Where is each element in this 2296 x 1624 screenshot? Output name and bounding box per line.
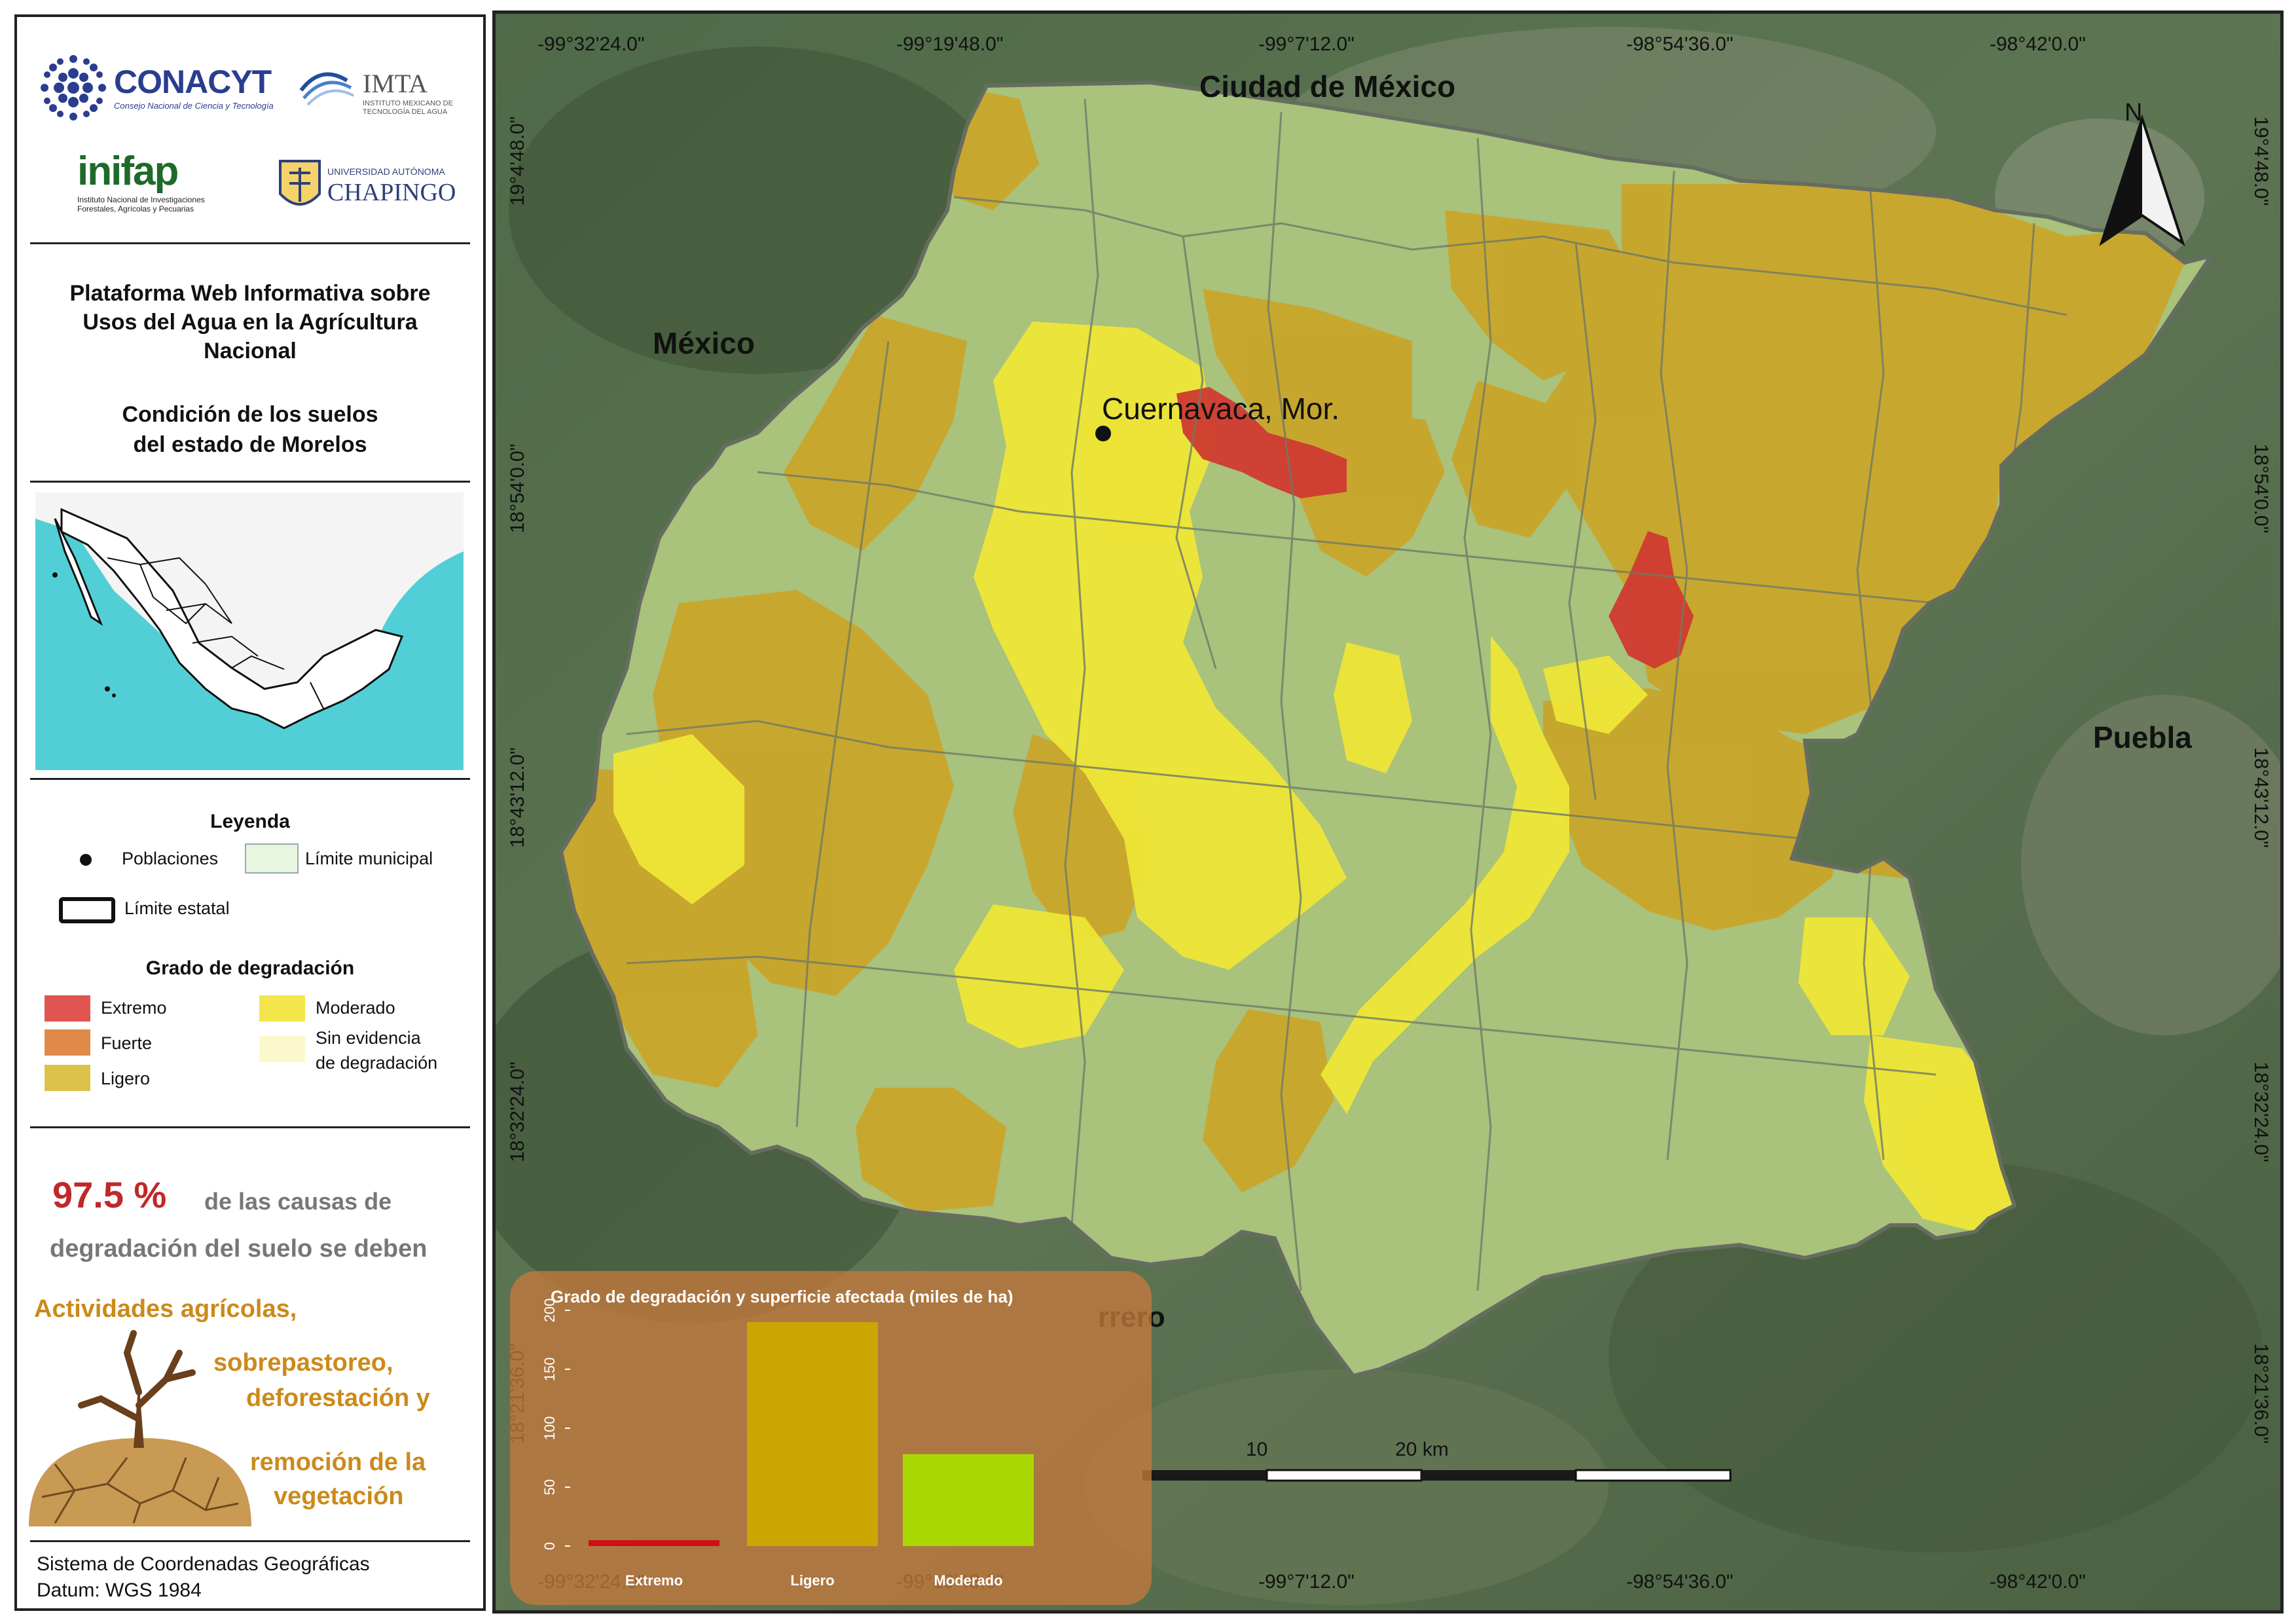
coord-left-1: 19°4'48.0" — [507, 116, 528, 206]
title-line3: Nacional — [204, 339, 297, 363]
label-extremo: Extremo — [101, 998, 167, 1018]
cause-vegetacion: vegetación — [274, 1483, 404, 1510]
y-tick-label: 150 — [541, 1357, 558, 1382]
north-arrow — [2099, 114, 2185, 246]
logos-panel: CONACYT Consejo Nacional de Ciencia y Te… — [25, 43, 483, 240]
municipal-boundary-swatch — [245, 843, 299, 874]
chart-plot: 0 50 100 150 200 Extremo Ligero Moderado — [541, 1299, 1034, 1589]
label-cdmx: Ciudad de México — [1199, 69, 1456, 103]
divider — [30, 242, 470, 244]
cause-agricolas: Actividades agrícolas, — [34, 1295, 297, 1323]
swatch-moderado — [259, 995, 305, 1022]
label-sin-evidencia: Sin evidencia — [316, 1028, 421, 1048]
legend-heading: Leyenda — [210, 811, 290, 832]
coord-bottom-5: -98°42'0.0" — [1990, 1571, 2086, 1593]
map-canvas — [496, 14, 2280, 1610]
x-label-ligero: Ligero — [790, 1572, 834, 1589]
label-sin-evidencia-2: de degradación — [316, 1053, 438, 1073]
y-tick-label: 50 — [541, 1479, 558, 1495]
label-ligero: Ligero — [101, 1069, 151, 1088]
swatch-ligero — [45, 1065, 90, 1091]
crs-line1: Sistema de Coordenadas Geográficas — [37, 1553, 370, 1575]
chart-title: Grado de degradación y superficie afecta… — [551, 1287, 1013, 1306]
imta-name: IMTA — [363, 69, 428, 98]
crs-line2: Datum: WGS 1984 — [37, 1579, 202, 1601]
scale-label-10: 10 — [1246, 1439, 1268, 1460]
chapingo-top: UNIVERSIDAD AUTÓNOMA — [327, 166, 445, 177]
map-subtitle: Condición de los suelos del estado de Mo… — [17, 399, 483, 460]
coord-right-2: 18°54'0.0" — [2250, 443, 2272, 534]
subtitle-line2: del estado de Morelos — [133, 432, 367, 457]
degradation-heading: Grado de degradación — [145, 957, 355, 979]
dry-tree-illustration — [29, 1330, 251, 1526]
inifap-subtitle: Instituto Nacional de Investigaciones Fo… — [77, 195, 205, 213]
conacyt-subtitle: Consejo Nacional de Ciencia y Tecnología — [114, 101, 274, 111]
coord-top-3: -99°7'12.0" — [1258, 33, 1355, 55]
coord-left-4: 18°32'24.0" — [507, 1061, 528, 1162]
coord-bottom-4: -98°54'36.0" — [1626, 1571, 1734, 1593]
cuernavaca-marker — [1095, 426, 1111, 441]
conacyt-name: CONACYT — [114, 64, 272, 100]
imta-subtitle: INSTITUTO MEXICANO DE TECNOLOGÍA DEL AGU… — [363, 100, 453, 116]
scale-label-20: 20 km — [1395, 1439, 1449, 1460]
swatch-extremo — [45, 995, 90, 1022]
inset-chart-panel: Grado de degradación y superficie afecta… — [510, 1271, 1152, 1605]
conacyt-logo — [41, 55, 106, 120]
percent-value: 97.5 % — [52, 1174, 167, 1215]
coord-top-2: -99°19'48.0" — [896, 33, 1004, 55]
bar-moderado — [903, 1454, 1034, 1546]
swatch-sin-evidencia — [259, 1036, 305, 1062]
label-cuernavaca: Cuernavaca, Mor. — [1102, 392, 1340, 426]
swatch-fuerte — [45, 1029, 90, 1056]
inifap-name: inifap — [77, 149, 179, 194]
legend-poblaciones: Poblaciones — [122, 849, 219, 868]
coord-right-1: 19°4'48.0" — [2250, 116, 2272, 206]
scale-bar — [1142, 1469, 1732, 1482]
legend-limite-municipal: Límite municipal — [305, 849, 433, 868]
population-marker — [80, 854, 92, 866]
label-fuerte: Fuerte — [101, 1033, 153, 1053]
y-tick-label: 200 — [541, 1299, 558, 1323]
locator-map — [35, 492, 464, 770]
imta-logo — [299, 72, 354, 106]
x-label-moderado: Moderado — [934, 1572, 1002, 1589]
coord-bottom-3: -99°7'12.0" — [1258, 1571, 1355, 1593]
y-tick-label: 0 — [541, 1542, 558, 1550]
cause-deforestacion: deforestación y — [246, 1384, 430, 1412]
coord-left-2: 18°54'0.0" — [507, 443, 528, 534]
map-frame: Ciudad de México México Puebla rrero Cue… — [492, 10, 2284, 1614]
divider — [30, 481, 470, 483]
cause-remocion: remoción de la — [250, 1449, 426, 1476]
divider — [30, 1126, 470, 1128]
coord-top-4: -98°54'36.0" — [1626, 33, 1734, 55]
coord-left-3: 18°43'12.0" — [507, 747, 528, 848]
bar-extremo — [589, 1540, 720, 1546]
coord-top-1: -99°32'24.0" — [538, 33, 645, 55]
title-line2: Usos del Agua en la Agrícultura — [82, 310, 418, 335]
label-puebla: Puebla — [2093, 720, 2192, 754]
info-sidebar: CONACYT Consejo Nacional de Ciencia y Te… — [14, 14, 486, 1611]
chapingo-logo — [279, 160, 321, 206]
coord-right-4: 18°32'24.0" — [2250, 1061, 2272, 1162]
legend-limite-estatal: Límite estatal — [124, 898, 230, 918]
cause-sobrepastoreo: sobrepastoreo, — [213, 1349, 393, 1376]
title-line1: Plataforma Web Informativa sobre — [69, 281, 431, 306]
bar-ligero — [747, 1322, 878, 1546]
platform-title: Plataforma Web Informativa sobre Usos de… — [17, 279, 483, 365]
north-label: N — [2124, 99, 2143, 126]
coord-right-5: 18°21'36.0" — [2250, 1343, 2272, 1444]
y-tick-label: 100 — [541, 1416, 558, 1441]
label-moderado: Moderado — [316, 998, 395, 1018]
label-mexico: México — [653, 326, 755, 360]
subtitle-line1: Condición de los suelos — [122, 402, 378, 427]
coord-top-5: -98°42'0.0" — [1990, 33, 2086, 55]
chapingo-name: CHAPINGO — [327, 179, 456, 206]
divider — [30, 1540, 470, 1542]
stats-line1: de las causas de — [204, 1188, 392, 1215]
stats-line2: degradación del suelo se deben — [50, 1235, 428, 1263]
state-boundary-swatch — [59, 897, 115, 923]
coord-right-3: 18°43'12.0" — [2250, 747, 2272, 848]
divider — [30, 778, 470, 780]
x-label-extremo: Extremo — [625, 1572, 683, 1589]
